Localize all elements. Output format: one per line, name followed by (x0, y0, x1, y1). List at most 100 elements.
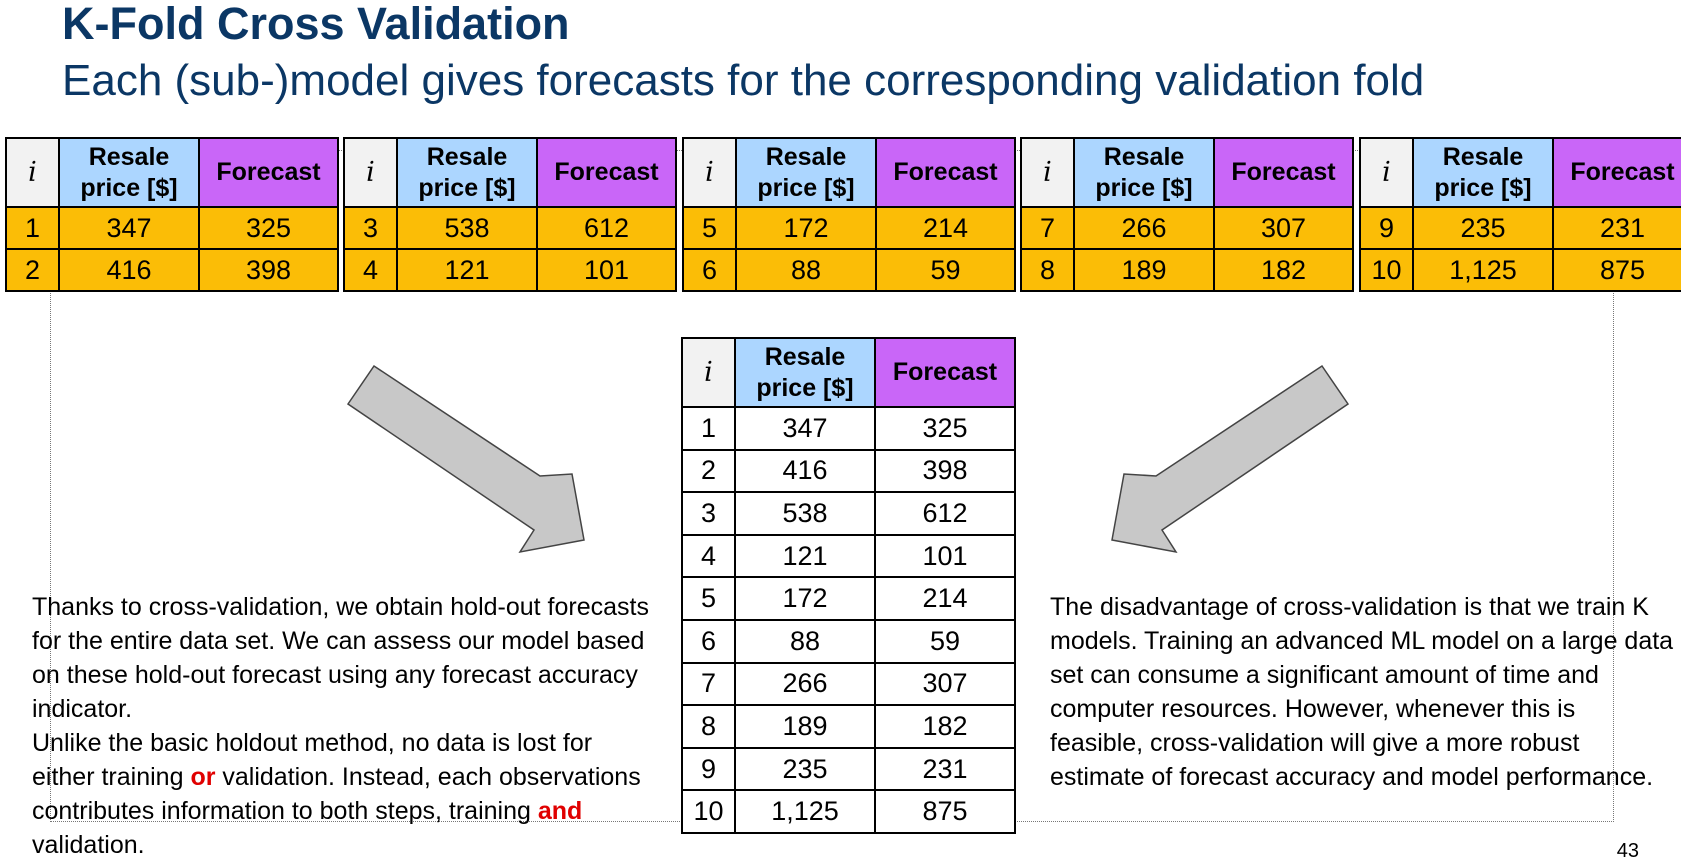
resale-price-cell: 121 (734, 533, 876, 579)
resale-price-cell: 416 (58, 248, 200, 292)
resale-price-cell: 189 (1073, 248, 1215, 292)
fold-table-2: i Resale price [$] Forecast 3 538 612 4 121 101 (343, 137, 677, 292)
index-header: i (1020, 137, 1075, 208)
fold-table-4: i Resale price [$] Forecast 7 266 307 8 189 182 (1020, 137, 1354, 292)
index-cell: 6 (682, 248, 737, 292)
left-text-part-b: validation. Instead, each observations c… (32, 763, 641, 825)
forecast-cell: 231 (874, 746, 1016, 792)
forecast-header: Forecast (875, 137, 1016, 208)
table-row: 3 538 612 (681, 491, 1016, 536)
resale-price-cell: 1,125 (1412, 248, 1554, 292)
forecast-cell: 182 (874, 704, 1016, 749)
table-row: 4 121 101 (681, 533, 1016, 579)
resale-price-header: Resale price [$] (1412, 137, 1554, 208)
index-cell: 1 (681, 406, 736, 451)
fold-header-row: i Resale price [$] Forecast (1020, 137, 1354, 208)
page-number: 43 (1616, 840, 1639, 862)
highlight-and: and (537, 797, 583, 825)
forecast-cell: 59 (874, 618, 1016, 664)
table-row: 1 347 325 (5, 206, 339, 250)
forecast-cell: 398 (874, 448, 1016, 494)
index-cell: 5 (682, 206, 737, 250)
forecast-cell: 875 (1552, 248, 1681, 292)
combined-header-row: i Resale price [$] Forecast (681, 337, 1016, 408)
index-cell: 3 (343, 206, 398, 250)
table-row: 8 189 182 (1020, 248, 1354, 292)
index-header: i (1359, 137, 1414, 208)
index-cell: 7 (1020, 206, 1075, 250)
index-header: i (681, 337, 736, 408)
left-text-paragraph-2: Unlike the basic holdout method, no data… (32, 726, 657, 862)
fold-table-3: i Resale price [$] Forecast 5 172 214 6 88 59 (682, 137, 1016, 292)
index-cell: 10 (681, 789, 736, 834)
index-cell: 1 (5, 206, 60, 250)
resale-price-cell: 121 (396, 248, 538, 292)
forecast-cell: 231 (1552, 206, 1681, 250)
left-text-paragraph-1: Thanks to cross-validation, we obtain ho… (32, 593, 649, 723)
table-row: 9 235 231 (1359, 206, 1681, 250)
index-cell: 8 (681, 704, 736, 749)
forecast-cell: 59 (875, 248, 1016, 292)
highlight-or: or (190, 763, 216, 791)
forecast-cell: 612 (874, 491, 1016, 536)
fold-header-row: i Resale price [$] Forecast (682, 137, 1016, 208)
forecast-cell: 875 (874, 789, 1016, 834)
index-cell: 9 (1359, 206, 1414, 250)
fold-header-row: i Resale price [$] Forecast (1359, 137, 1681, 208)
index-cell: 4 (343, 248, 398, 292)
table-row: 2 416 398 (681, 448, 1016, 494)
resale-price-cell: 538 (734, 491, 876, 536)
fold-header-row: i Resale price [$] Forecast (5, 137, 339, 208)
forecast-cell: 307 (874, 661, 1016, 707)
fold-header-row: i Resale price [$] Forecast (343, 137, 677, 208)
resale-price-cell: 347 (58, 206, 200, 250)
forecast-cell: 612 (536, 206, 677, 250)
arrow-down-left-icon (1111, 364, 1350, 554)
resale-price-cell: 189 (734, 704, 876, 749)
resale-price-cell: 266 (1073, 206, 1215, 250)
resale-price-cell: 88 (734, 618, 876, 664)
index-cell: 10 (1359, 248, 1414, 292)
resale-price-cell: 416 (734, 448, 876, 494)
resale-price-header: Resale price [$] (735, 137, 877, 208)
resale-price-header: Resale price [$] (734, 337, 876, 408)
forecast-cell: 325 (198, 206, 339, 250)
slide-title: K-Fold Cross Validation (62, 0, 570, 49)
table-row: 10 1,125 875 (1359, 248, 1681, 292)
forecast-cell: 101 (874, 533, 1016, 579)
index-cell: 2 (681, 448, 736, 494)
resale-price-cell: 347 (734, 406, 876, 451)
resale-price-header: Resale price [$] (58, 137, 200, 208)
index-header: i (5, 137, 60, 208)
table-row: 3 538 612 (343, 206, 677, 250)
table-row: 5 172 214 (681, 576, 1016, 621)
forecast-cell: 307 (1213, 206, 1354, 250)
right-explanation-text: The disadvantage of cross-validation is … (1050, 593, 1674, 791)
table-row: 1 347 325 (681, 406, 1016, 451)
resale-price-cell: 235 (734, 746, 876, 792)
resale-price-cell: 88 (735, 248, 877, 292)
index-cell: 6 (681, 618, 736, 664)
resale-price-cell: 266 (734, 661, 876, 707)
table-row: 10 1,125 875 (681, 789, 1016, 834)
forecast-cell: 101 (536, 248, 677, 292)
table-row: 5 172 214 (682, 206, 1016, 250)
forecast-cell: 214 (874, 576, 1016, 621)
forecast-cell: 325 (874, 406, 1016, 451)
table-row: 7 266 307 (681, 661, 1016, 707)
resale-price-cell: 235 (1412, 206, 1554, 250)
index-cell: 9 (681, 746, 736, 792)
table-row: 9 235 231 (681, 746, 1016, 792)
table-row: 2 416 398 (5, 248, 339, 292)
index-cell: 7 (681, 661, 736, 707)
fold-table-1: i Resale price [$] Forecast 1 347 325 2 416 398 (5, 137, 339, 292)
forecast-header: Forecast (198, 137, 339, 208)
forecast-header: Forecast (536, 137, 677, 208)
slide-subtitle: Each (sub-)model gives forecasts for the… (62, 56, 1425, 105)
table-row: 4 121 101 (343, 248, 677, 292)
forecast-cell: 214 (875, 206, 1016, 250)
fold-table-5: i Resale price [$] Forecast 9 235 231 10 1,125 8… (1359, 137, 1681, 292)
index-header: i (682, 137, 737, 208)
resale-price-header: Resale price [$] (1073, 137, 1215, 208)
resale-price-header: Resale price [$] (396, 137, 538, 208)
